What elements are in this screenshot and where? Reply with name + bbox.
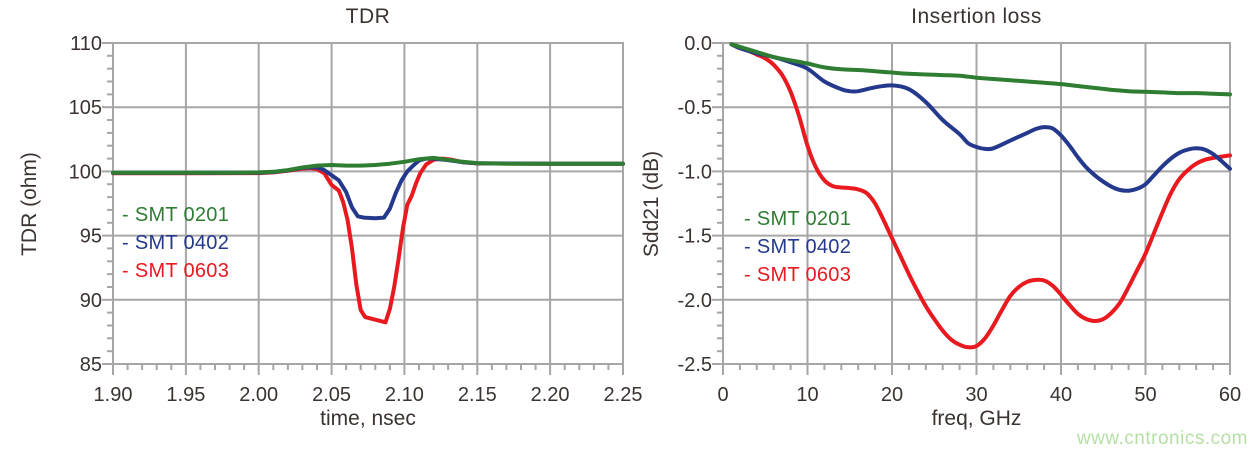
svg-text:2.25: 2.25 [604, 384, 643, 406]
tdr-x-axis-label: time, nsec [320, 407, 416, 430]
svg-text:85: 85 [80, 354, 102, 376]
legend-label: SMT 0201 [756, 208, 852, 230]
tick-labels: 0 10 20 30 40 50 60 0.0 -0.5 -1.0 -1.5 -2.0 -2.5 [678, 33, 1242, 406]
svg-text:-2.0: -2.0 [678, 290, 712, 312]
legend-dash: - [744, 264, 757, 286]
svg-text:-1.0: -1.0 [678, 161, 712, 183]
curve-smt-0603 [729, 42, 1232, 350]
svg-text:0.0: 0.0 [684, 33, 712, 55]
svg-text:2.15: 2.15 [458, 384, 497, 406]
svg-text:20: 20 [881, 384, 903, 406]
legend-label: SMT 0402 [134, 232, 230, 254]
chart-1: 0 10 20 30 40 50 60 0.0 -0.5 -1.0 -1.5 -2.0 -2.5 [678, 33, 1242, 406]
svg-text:-2.5: -2.5 [678, 354, 712, 376]
legend-item-smt-0201: - SMT 0201 [744, 205, 851, 233]
insertion-loss-x-axis-label: freq, GHz [931, 407, 1022, 430]
legend-item-smt-0603: - SMT 0603 [122, 257, 229, 285]
svg-text:60: 60 [1219, 384, 1241, 406]
svg-text:10: 10 [796, 384, 818, 406]
tdr-chart-title: TDR [345, 5, 391, 28]
legend-item-smt-0201: - SMT 0201 [122, 201, 229, 229]
chart-0: 1.90 1.95 2.00 2.05 2.10 2.15 2.20 2.25 110 105 10… [69, 33, 643, 406]
tdr-legend: - SMT 0201- SMT 0402- SMT 0603 [122, 201, 229, 285]
curve-smt-0201 [111, 155, 625, 175]
svg-text:30: 30 [965, 384, 987, 406]
watermark-text: www.cntronics.com [1076, 428, 1248, 449]
insertion-loss-legend: - SMT 0201- SMT 0402- SMT 0603 [744, 205, 851, 289]
tick-marks [712, 42, 1231, 375]
legend-label: SMT 0402 [756, 236, 852, 258]
legend-item-smt-0402: - SMT 0402 [122, 229, 229, 257]
svg-text:-1.5: -1.5 [678, 226, 712, 248]
insertion-loss-chart-title: Insertion loss [911, 5, 1042, 28]
svg-text:100: 100 [69, 161, 102, 183]
svg-text:105: 105 [69, 97, 102, 119]
svg-text:-0.5: -0.5 [678, 97, 712, 119]
legend-dash: - [122, 204, 135, 226]
insertion-loss-y-axis-label: Sdd21 (dB) [640, 150, 663, 258]
svg-text:1.95: 1.95 [166, 384, 205, 406]
legend-label: SMT 0603 [134, 260, 230, 282]
svg-text:2.05: 2.05 [312, 384, 351, 406]
svg-text:95: 95 [80, 226, 102, 248]
legend-dash: - [122, 232, 135, 254]
legend-item-smt-0402: - SMT 0402 [744, 233, 851, 261]
curve-smt-0201 [729, 42, 1232, 97]
tick-marks [102, 42, 624, 375]
tdr-y-axis-label: TDR (ohm) [18, 152, 41, 256]
svg-text:90: 90 [80, 290, 102, 312]
curve-smt-0402 [729, 42, 1232, 193]
svg-text:2.20: 2.20 [531, 384, 570, 406]
legend-label: SMT 0603 [756, 264, 852, 286]
legend-dash: - [122, 260, 135, 282]
svg-text:50: 50 [1134, 384, 1156, 406]
svg-text:1.90: 1.90 [94, 384, 133, 406]
legend-dash: - [744, 236, 757, 258]
svg-text:2.10: 2.10 [385, 384, 424, 406]
legend-dash: - [744, 208, 757, 230]
legend-label: SMT 0201 [134, 204, 230, 226]
svg-text:0: 0 [717, 384, 728, 406]
tick-labels: 1.90 1.95 2.00 2.05 2.10 2.15 2.20 2.25 110 105 10… [69, 33, 643, 406]
plot-border [112, 42, 624, 365]
svg-text:2.00: 2.00 [239, 384, 278, 406]
svg-text:110: 110 [70, 33, 102, 55]
svg-text:40: 40 [1050, 384, 1072, 406]
legend-item-smt-0603: - SMT 0603 [744, 261, 851, 289]
